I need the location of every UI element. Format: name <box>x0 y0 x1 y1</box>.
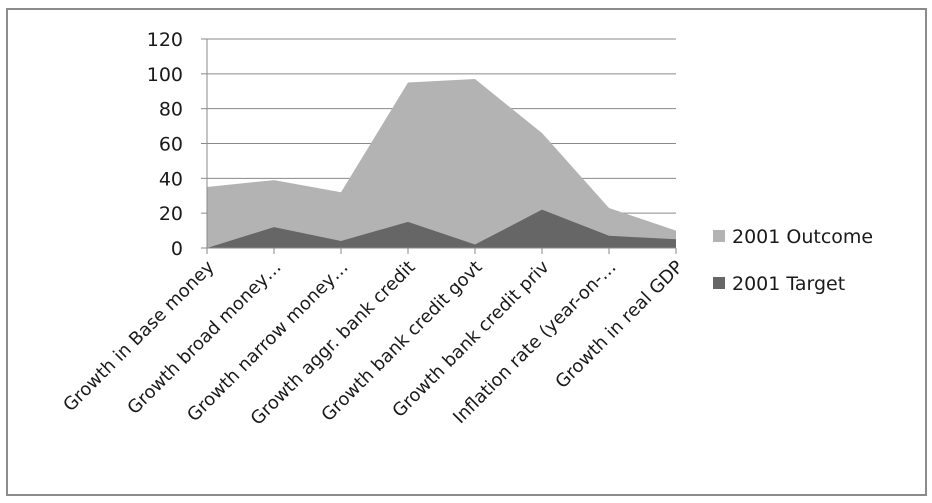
y-tick-label: 40 <box>159 168 183 190</box>
series-areas <box>207 79 676 248</box>
area-2001-outcome <box>207 79 676 248</box>
y-tick-label: 120 <box>147 29 183 51</box>
axes <box>206 39 677 254</box>
y-tick-label: 60 <box>159 134 183 156</box>
legend-label: 2001 Target <box>732 273 845 295</box>
legend-label: 2001 Outcome <box>732 226 873 248</box>
y-tick-label: 0 <box>171 238 183 260</box>
legend-swatch <box>713 277 725 289</box>
y-tick-label: 100 <box>147 64 183 86</box>
legend-swatch <box>713 230 725 242</box>
y-tick-label: 20 <box>159 203 183 225</box>
legend: 2001 Outcome 2001 Target <box>713 226 873 295</box>
area-2001-target <box>207 209 676 248</box>
y-tick-labels: 0 20 40 60 80 100 120 <box>147 29 183 260</box>
x-tick-label: Growth in real GDP <box>551 257 687 393</box>
y-tick-label: 80 <box>159 99 183 121</box>
